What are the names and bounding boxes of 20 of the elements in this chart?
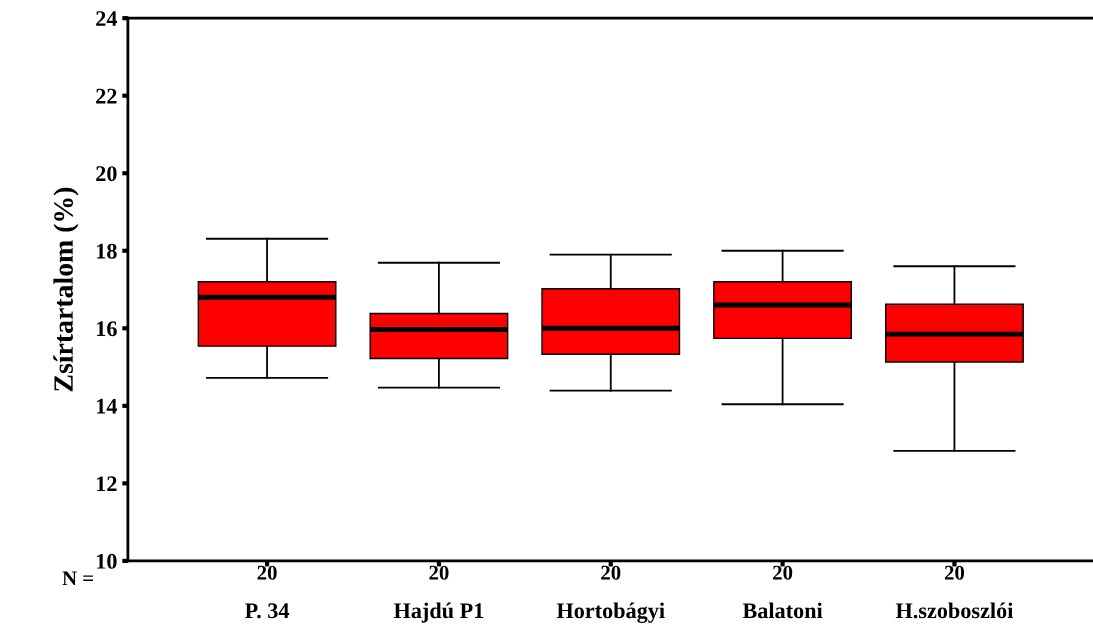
x-tick-label: H.szoboszlói — [895, 602, 1014, 619]
text: 20 — [944, 565, 965, 580]
x-tick-label: P. 34 — [245, 603, 290, 619]
y-tick-label: 12 — [97, 476, 117, 492]
y-tick-label: 24 — [96, 11, 118, 26]
x-tick-label: Hajdú P1 — [393, 602, 484, 623]
y-axis-title: Zsírtartalom (%) — [53, 187, 79, 392]
text: N = — [62, 571, 93, 586]
text: 20 — [429, 565, 449, 580]
y-tick-label: 22 — [96, 88, 117, 104]
x-tick-label: Hortobágyi — [556, 602, 665, 623]
x-tick-label: Balatoni — [742, 602, 823, 619]
y-tick-label: 20 — [96, 166, 117, 182]
text: 20 — [601, 565, 621, 580]
y-tick-label: 16 — [97, 321, 117, 337]
text: 20 — [257, 565, 277, 580]
text: 20 — [773, 565, 793, 580]
y-tick-label: 18 — [97, 243, 117, 259]
y-tick-label: 14 — [97, 398, 118, 414]
y-tick-label: 10 — [97, 553, 117, 569]
